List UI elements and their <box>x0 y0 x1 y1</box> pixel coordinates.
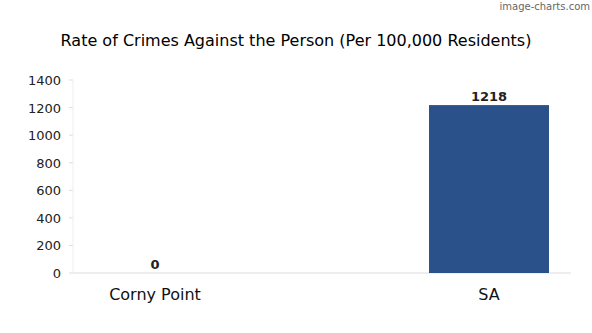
y-tick-label: 1200 <box>28 101 61 116</box>
y-tick-label: 600 <box>36 183 61 198</box>
y-tick <box>69 162 73 163</box>
y-tick-label: 400 <box>36 211 61 226</box>
y-tick <box>69 245 73 246</box>
x-tick-label: Corny Point <box>109 285 201 304</box>
bar <box>95 273 215 274</box>
y-tick-label: 200 <box>36 238 61 253</box>
y-tick <box>69 135 73 136</box>
data-label: 1218 <box>471 89 507 104</box>
bar <box>429 105 549 273</box>
y-axis <box>73 80 74 273</box>
y-tick-label: 800 <box>36 156 61 171</box>
watermark: image-charts.com <box>500 1 591 12</box>
x-tick-label: SA <box>478 285 499 304</box>
chart: image-charts.com Rate of Crimes Against t… <box>0 0 592 333</box>
title: Rate of Crimes Against the Person (Per 1… <box>61 31 532 50</box>
y-tick <box>69 80 73 81</box>
y-tick <box>69 107 73 108</box>
y-tick-label: 1000 <box>28 128 61 143</box>
y-tick-label: 0 <box>53 266 61 281</box>
bars <box>429 105 549 273</box>
y-tick-label: 1400 <box>28 73 61 88</box>
data-label: 0 <box>150 257 159 272</box>
y-tick <box>69 273 73 274</box>
y-tick <box>69 190 73 191</box>
y-tick <box>69 217 73 218</box>
